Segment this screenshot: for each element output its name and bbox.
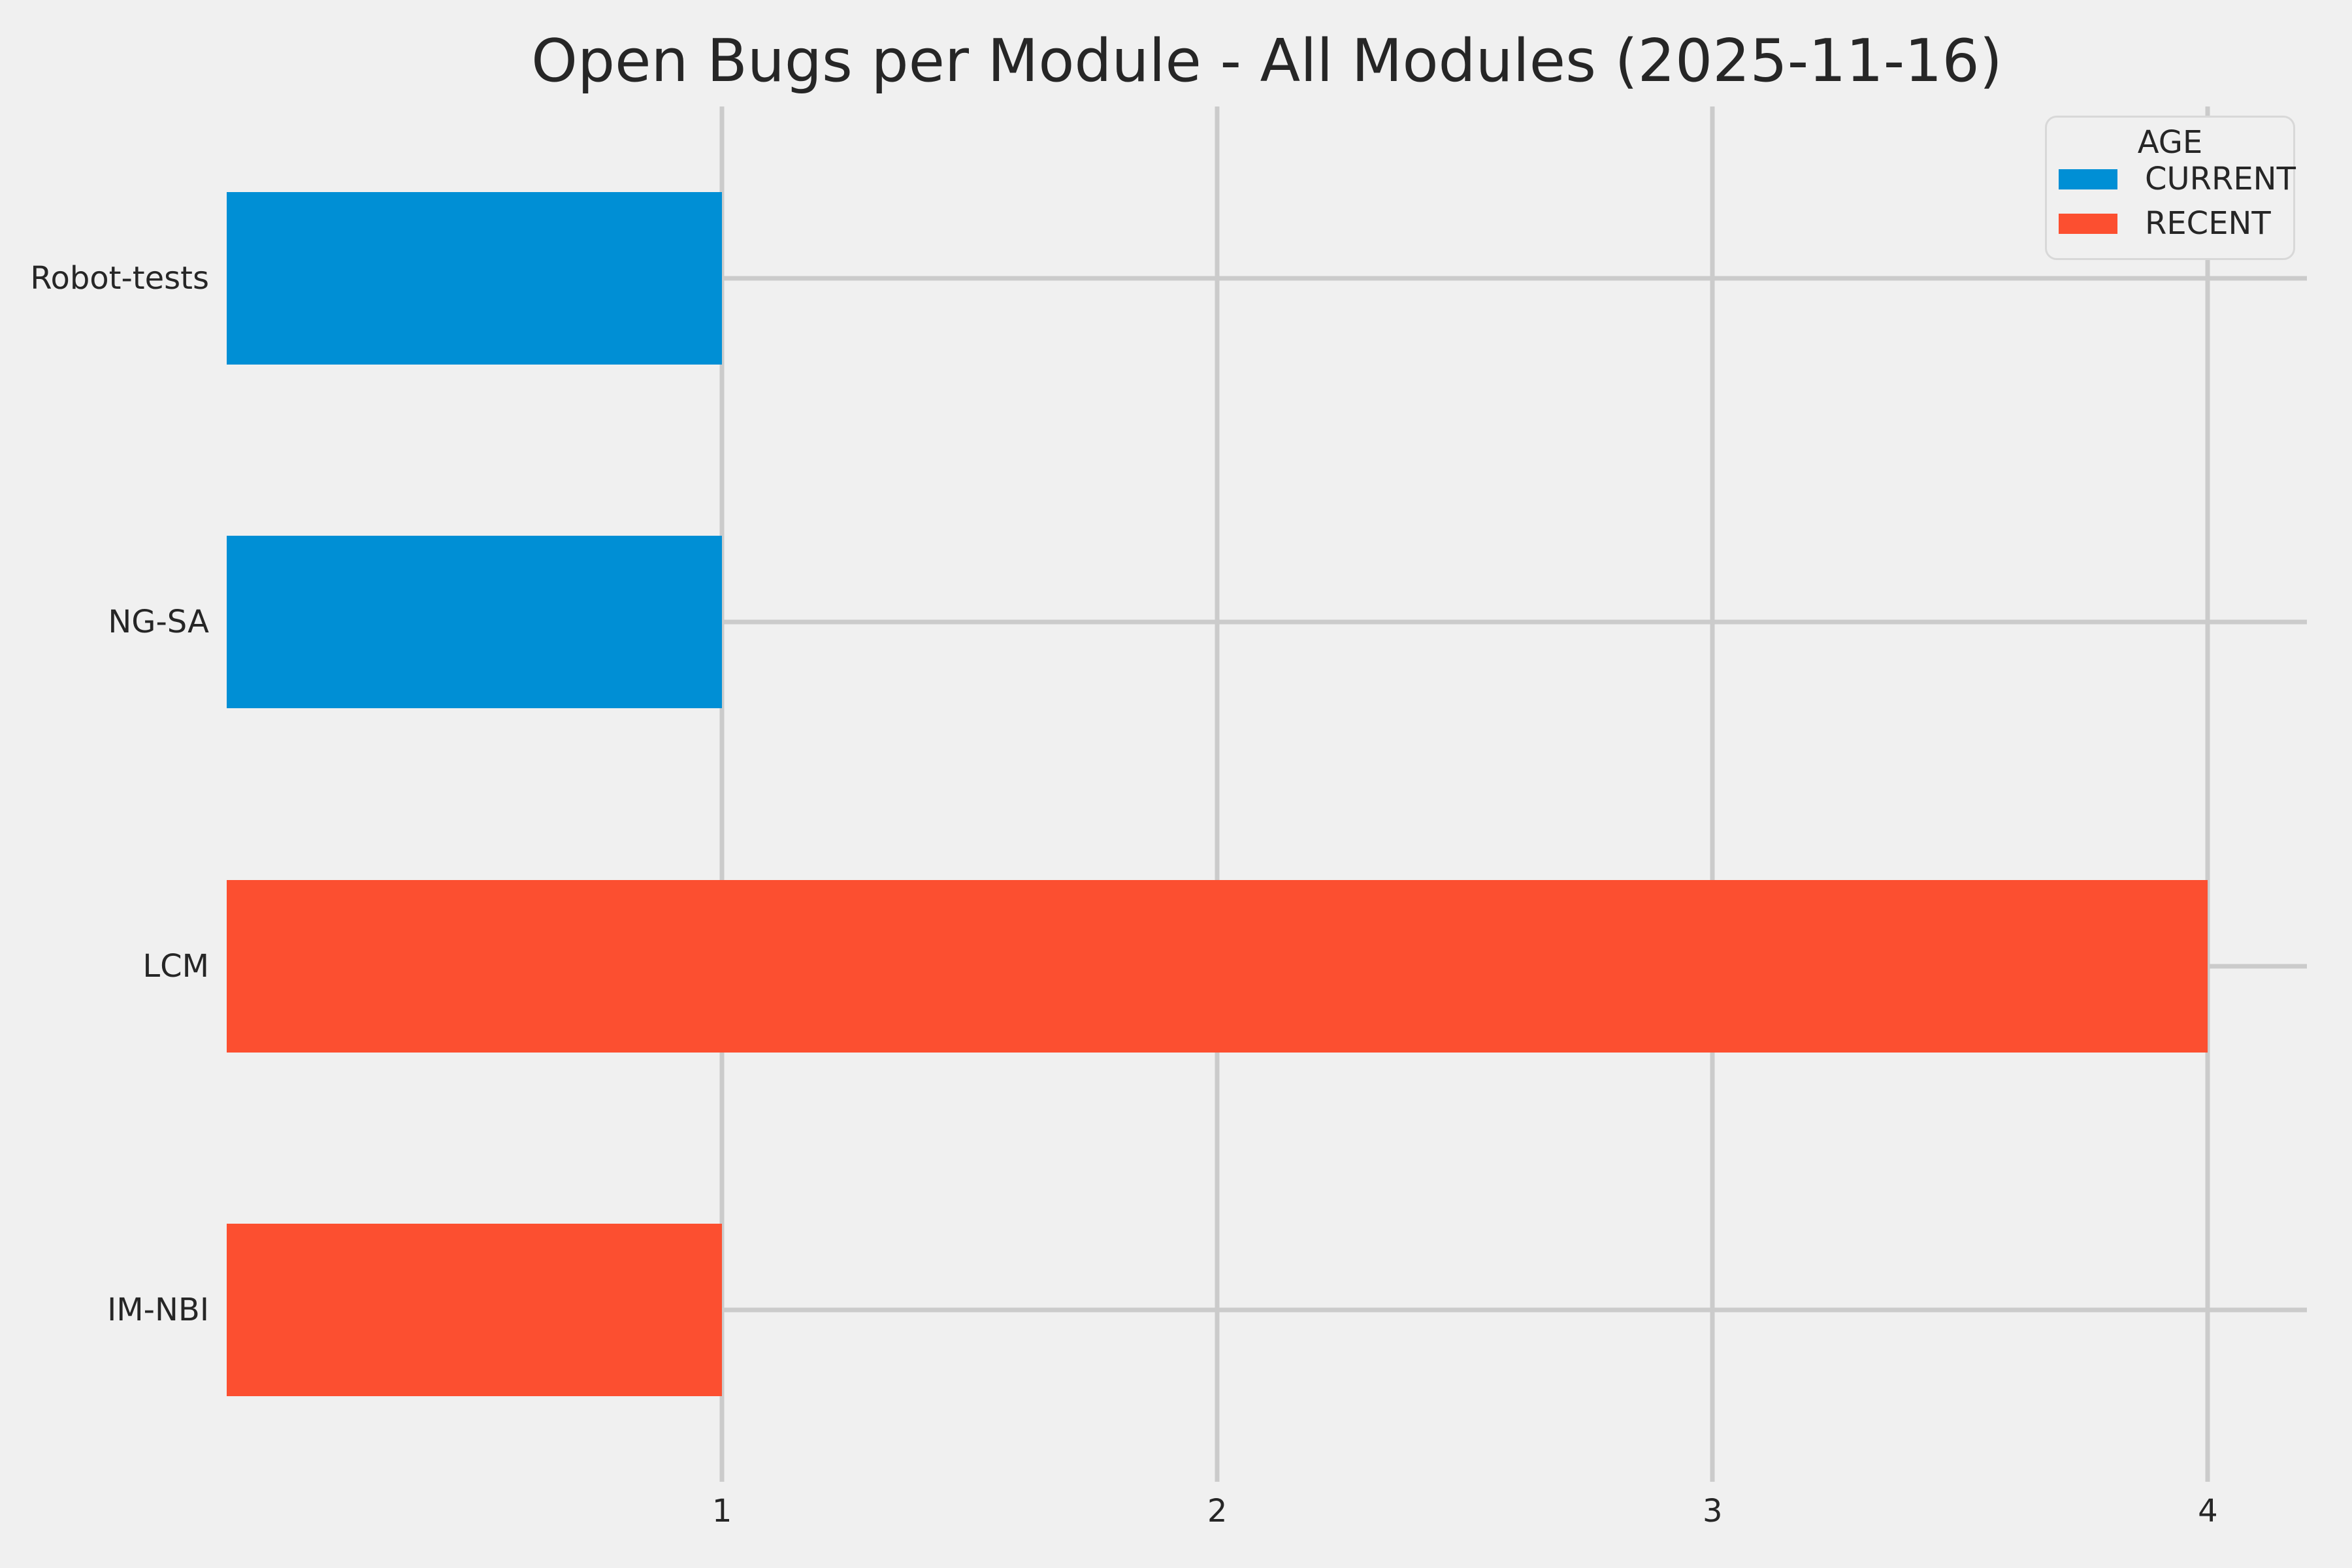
y-tick-label: LCM bbox=[142, 947, 209, 985]
y-tick-label: Robot-tests bbox=[30, 260, 209, 297]
legend-swatch-current bbox=[2059, 169, 2117, 189]
legend-entry-recent: RECENT bbox=[2059, 205, 2293, 242]
bar-ng-sa bbox=[227, 536, 723, 709]
h-gridline bbox=[227, 1307, 2307, 1313]
bar-robot-tests bbox=[227, 192, 723, 365]
legend-entry-current: CURRENT bbox=[2059, 161, 2296, 197]
bar-lcm bbox=[227, 879, 2208, 1053]
plot-area bbox=[227, 106, 2307, 1482]
legend-label: RECENT bbox=[2145, 205, 2271, 242]
x-tick-label: 3 bbox=[1703, 1493, 1723, 1529]
v-gridline bbox=[719, 106, 725, 1482]
y-tick-label: NG-SA bbox=[108, 604, 209, 641]
h-gridline bbox=[227, 276, 2307, 281]
legend-swatch-recent bbox=[2059, 213, 2117, 234]
x-axis: 1 2 3 4 bbox=[227, 1493, 2307, 1545]
y-tick-label: IM-NBI bbox=[107, 1291, 209, 1328]
v-gridline bbox=[2205, 106, 2210, 1482]
legend: AGE CURRENT RECENT bbox=[2045, 116, 2296, 260]
v-gridline bbox=[1215, 106, 1220, 1482]
x-tick-label: 2 bbox=[1207, 1493, 1228, 1529]
chart-title: Open Bugs per Module - All Modules (2025… bbox=[531, 27, 2002, 95]
y-axis: Robot-tests NG-SA LCM IM-NBI bbox=[0, 106, 209, 1482]
x-tick-label: 4 bbox=[2198, 1493, 2218, 1529]
v-gridline bbox=[1710, 106, 1715, 1482]
x-tick-label: 1 bbox=[711, 1493, 732, 1529]
legend-title: AGE bbox=[2137, 124, 2203, 161]
bar-im-nbi bbox=[227, 1223, 723, 1396]
legend-label: CURRENT bbox=[2145, 161, 2296, 197]
h-gridline bbox=[227, 619, 2307, 625]
